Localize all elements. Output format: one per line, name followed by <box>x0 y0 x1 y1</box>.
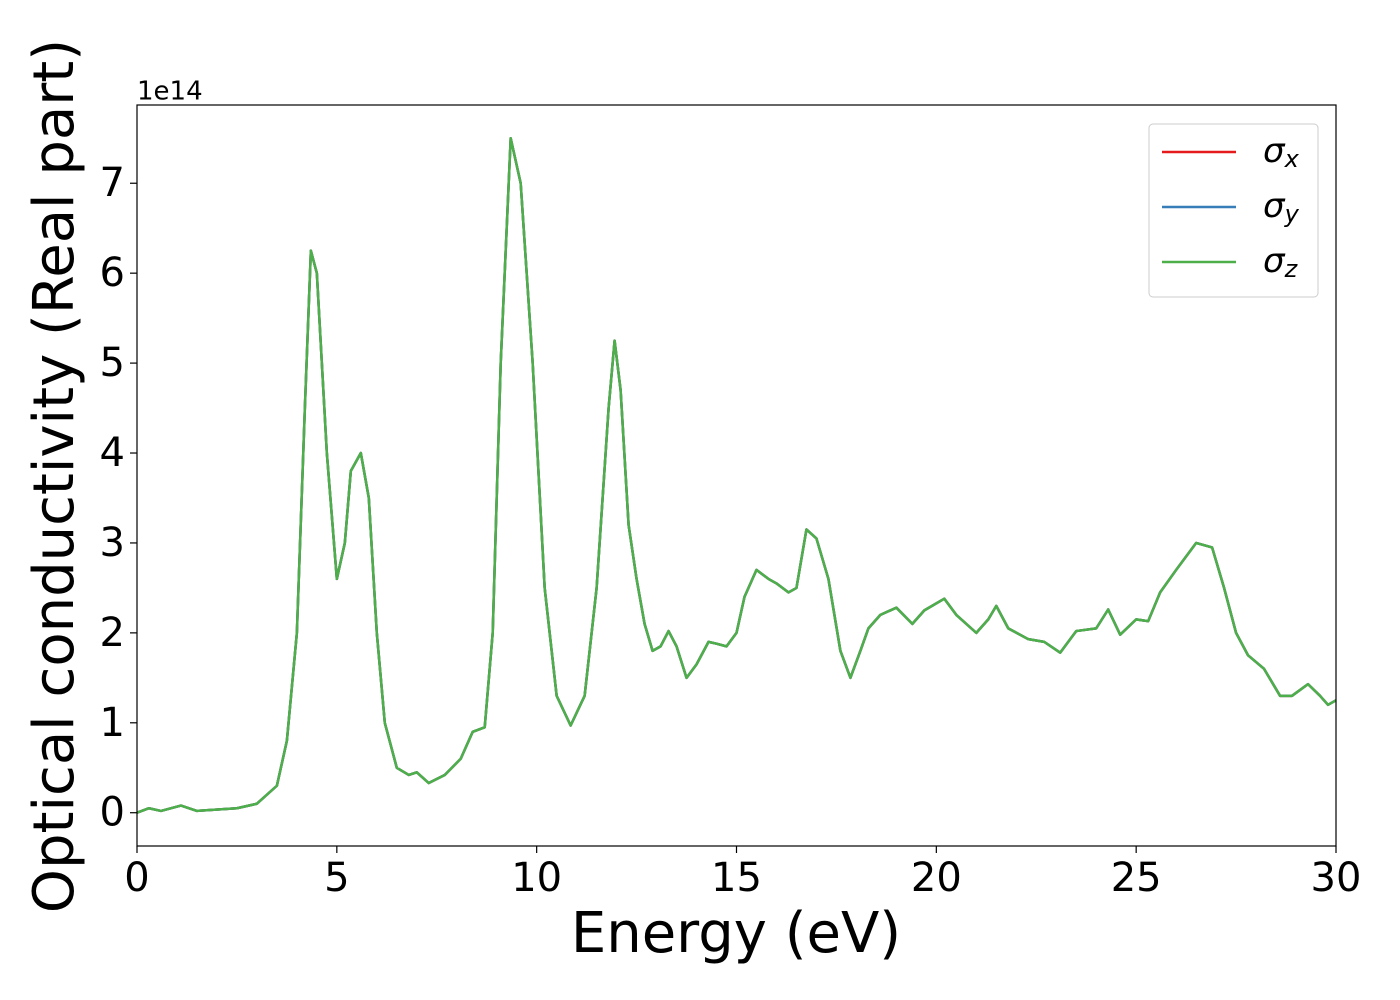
series-line <box>136 137 1337 814</box>
x-tick-label: 25 <box>1111 855 1162 901</box>
y-tick-label: 7 <box>100 160 125 206</box>
x-tick-label: 20 <box>911 855 962 901</box>
y-offset-label: 1e14 <box>137 77 203 107</box>
x-tick-label: 0 <box>124 855 149 901</box>
legend-box <box>1148 123 1319 298</box>
plot-frame <box>136 104 1337 847</box>
legend-label: σz <box>1263 241 1299 284</box>
y-tick-label: 3 <box>100 520 125 566</box>
x-tick-label: 5 <box>324 855 349 901</box>
y-tick-label: 6 <box>100 250 125 296</box>
x-tick-label: 15 <box>711 855 762 901</box>
y-tick-label: 2 <box>100 610 125 656</box>
y-tick-label: 5 <box>100 340 125 386</box>
legend: σx σy σz <box>1148 123 1319 298</box>
x-tick-label: 30 <box>1311 855 1362 901</box>
legend-label: σy <box>1263 186 1300 229</box>
y-tick-label: 4 <box>100 430 125 476</box>
legend-label: σx <box>1263 131 1300 174</box>
y-axis-label: Optical conductivity (Real part) <box>22 39 87 913</box>
x-tick-label: 10 <box>511 855 562 901</box>
x-axis-label: Energy (eV) <box>571 901 901 966</box>
y-tick-label: 1 <box>100 700 125 746</box>
y-tick-label: 0 <box>100 790 125 836</box>
